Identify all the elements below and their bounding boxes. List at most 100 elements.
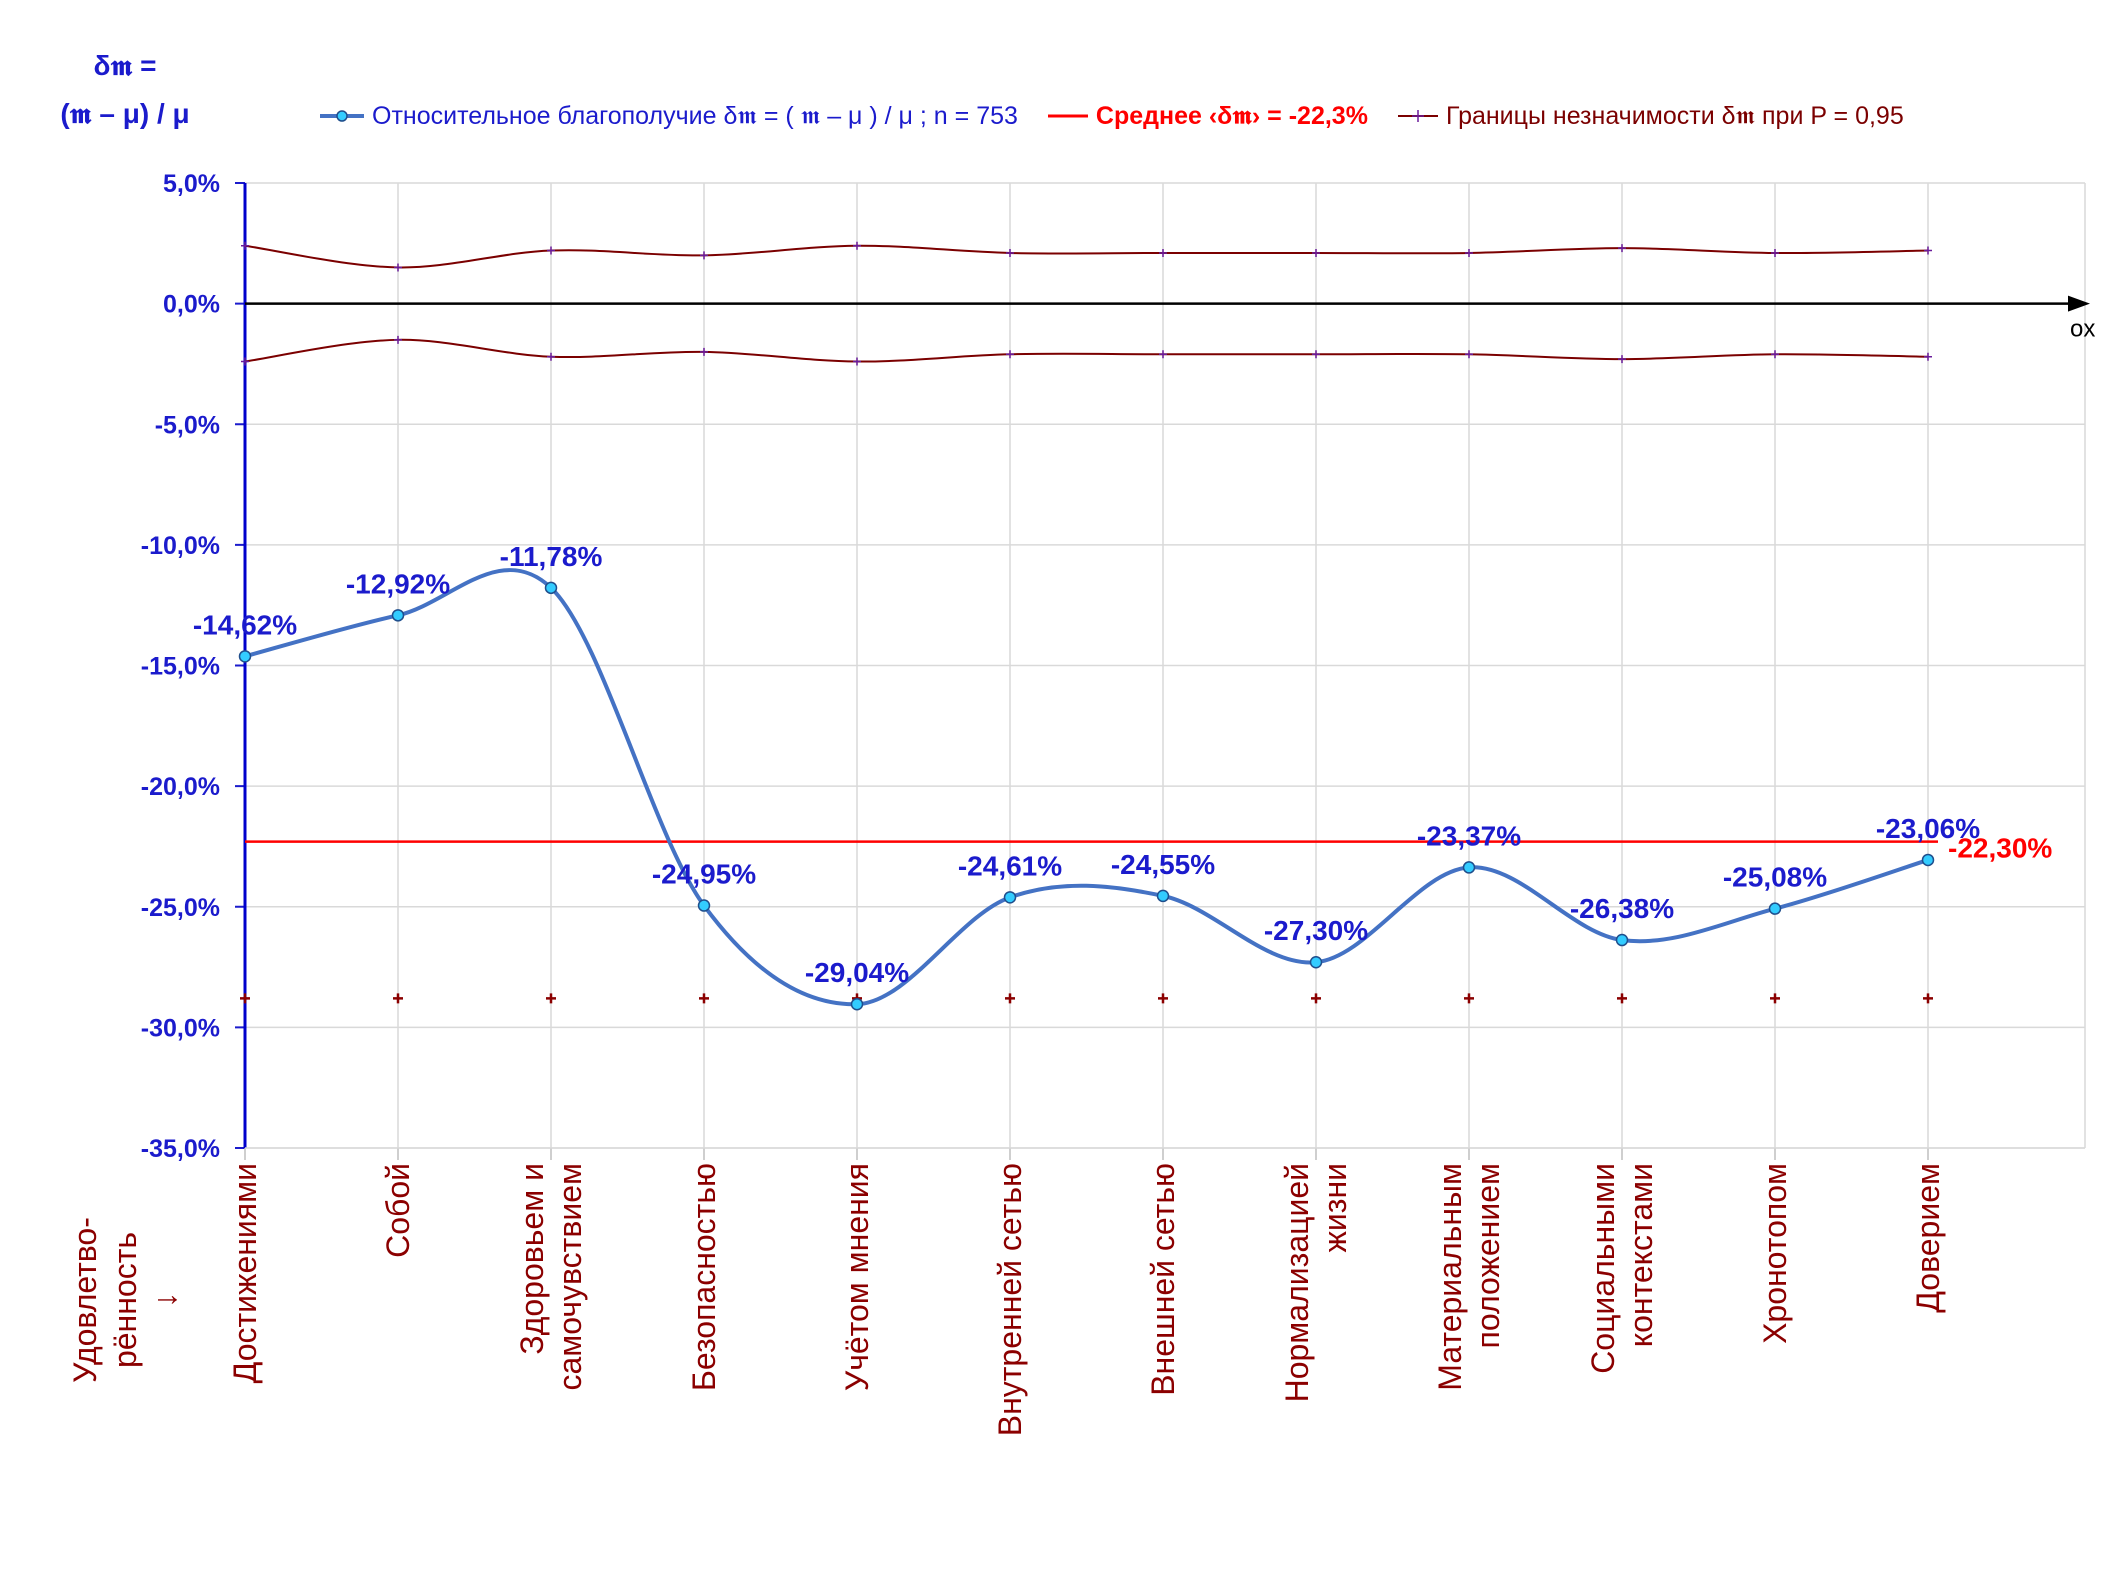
y-tick-label: -10,0% <box>141 532 220 560</box>
category-label: Внешней сетью <box>1145 1163 1181 1396</box>
series-point <box>1615 933 1629 947</box>
series-point <box>1462 861 1476 874</box>
category-label: самочувствием <box>552 1163 588 1391</box>
data-label: -29,04% <box>805 957 909 988</box>
y-tick-label: -15,0% <box>141 653 220 681</box>
bounds-marker <box>241 241 249 250</box>
bounds-marker <box>1618 355 1626 364</box>
bounds-marker <box>1159 248 1167 257</box>
bounds-marker <box>700 251 708 260</box>
bounds-marker <box>1006 350 1014 359</box>
legend-series-swatch <box>320 110 364 122</box>
x-axis-end-label: ox <box>2070 316 2095 343</box>
bottom-marker <box>699 993 709 1004</box>
data-label: -11,78% <box>500 541 603 572</box>
legend-item-mean: Среднее ‹δ𝖒› = -22,3% <box>1046 102 1368 131</box>
bounds-marker <box>853 357 861 366</box>
series-point <box>238 650 252 663</box>
category-label: Материальным <box>1432 1163 1468 1391</box>
bottom-marker <box>1005 993 1015 1004</box>
bounds-marker <box>394 263 402 272</box>
data-label: -23,06% <box>1876 813 1980 844</box>
bounds-marker <box>853 241 861 250</box>
legend-series-label: Относительное благополучие δ𝖒 = ( 𝖒 – μ … <box>372 101 1018 130</box>
legend-bounds-swatch <box>1397 110 1438 122</box>
legend-item-series: Относительное благополучие δ𝖒 = ( 𝖒 – μ … <box>318 102 1018 131</box>
bounds-marker <box>1465 350 1473 359</box>
bottom-marker <box>1158 993 1168 1004</box>
data-label: -26,38% <box>1570 893 1674 924</box>
series-point <box>697 899 711 912</box>
data-label: -27,30% <box>1264 915 1368 946</box>
category-label: Хронотопом <box>1757 1163 1793 1344</box>
legend: Относительное благополучие δ𝖒 = ( 𝖒 – μ … <box>318 98 1932 134</box>
legend-bounds-label: Границы незначимости δ𝖒 при P = 0,95 <box>1445 101 1904 130</box>
category-label: Доверием <box>1910 1163 1946 1313</box>
bounds-upper-line <box>244 244 1929 269</box>
category-label: Здоровьем и <box>514 1163 550 1355</box>
bounds-marker <box>1312 350 1320 359</box>
data-label: -24,55% <box>1111 849 1215 880</box>
bounds-marker <box>700 347 708 356</box>
bounds-marker <box>1771 248 1779 257</box>
data-label: -25,08% <box>1723 862 1827 893</box>
category-label: контекстами <box>1623 1163 1659 1347</box>
bounds-marker <box>241 357 249 366</box>
bounds-lower-line <box>244 338 1929 363</box>
x-axis-arrow <box>2068 295 2090 312</box>
series-point <box>1921 853 1935 867</box>
series-point <box>850 997 864 1011</box>
bounds-marker <box>1771 350 1779 359</box>
series-point <box>1156 889 1170 903</box>
bounds-marker <box>1924 352 1932 361</box>
category-label: Достижениями <box>227 1163 263 1383</box>
bottom-marker <box>1923 993 1933 1004</box>
y-tick-label: -25,0% <box>141 894 220 922</box>
category-label: Социальными <box>1585 1163 1621 1374</box>
y-tick-label: -35,0% <box>141 1135 220 1163</box>
series-point <box>391 609 405 622</box>
category-label: Нормализацией <box>1279 1163 1315 1402</box>
series-point <box>1768 902 1782 915</box>
series-line <box>244 568 1929 1007</box>
bottom-marker <box>240 993 250 1004</box>
data-label: -12,92% <box>346 568 450 599</box>
data-label: -24,61% <box>958 850 1062 881</box>
y-tick-label: 5,0% <box>163 170 220 198</box>
bottom-marker <box>1311 993 1321 1004</box>
category-label: Учётом мнения <box>839 1163 875 1391</box>
category-label: Внутренней сетью <box>992 1163 1028 1436</box>
series-point <box>544 581 558 595</box>
bottom-marker <box>546 993 556 1004</box>
legend-mean-swatch <box>1047 114 1088 118</box>
y-axis-title-line2: (𝖒 – μ) / μ <box>60 98 190 129</box>
category-label: жизни <box>1317 1163 1353 1253</box>
legend-item-bounds: Границы незначимости δ𝖒 при P = 0,95 <box>1396 102 1904 131</box>
bounds-marker <box>394 335 402 344</box>
y-tick-label: -30,0% <box>141 1014 220 1042</box>
category-label: Собой <box>380 1163 416 1258</box>
bounds-marker <box>547 246 555 255</box>
bounds-marker <box>1312 248 1320 257</box>
series-point <box>1003 891 1017 904</box>
y-tick-label: -5,0% <box>155 411 220 439</box>
mean-data-label: -22,30% <box>1948 833 2052 864</box>
bounds-marker <box>1924 246 1932 255</box>
y-tick-label: -20,0% <box>141 773 220 801</box>
bottom-marker <box>1617 993 1627 1004</box>
bounds-marker <box>1006 248 1014 257</box>
legend-mean-label: Среднее ‹δ𝖒› = -22,3% <box>1095 101 1368 130</box>
data-label: -23,37% <box>1417 820 1521 851</box>
bounds-marker <box>1159 350 1167 359</box>
bounds-marker <box>1465 248 1473 257</box>
bottom-marker <box>1770 993 1780 1004</box>
data-label: -24,95% <box>652 859 756 890</box>
bounds-marker <box>547 352 555 361</box>
data-label: -14,62% <box>193 609 297 640</box>
bottom-marker <box>393 993 403 1004</box>
bounds-marker <box>1618 244 1626 253</box>
category-label: Безопасностью <box>686 1163 722 1391</box>
bottom-marker <box>1464 993 1474 1004</box>
y-tick-label: 0,0% <box>163 291 220 319</box>
